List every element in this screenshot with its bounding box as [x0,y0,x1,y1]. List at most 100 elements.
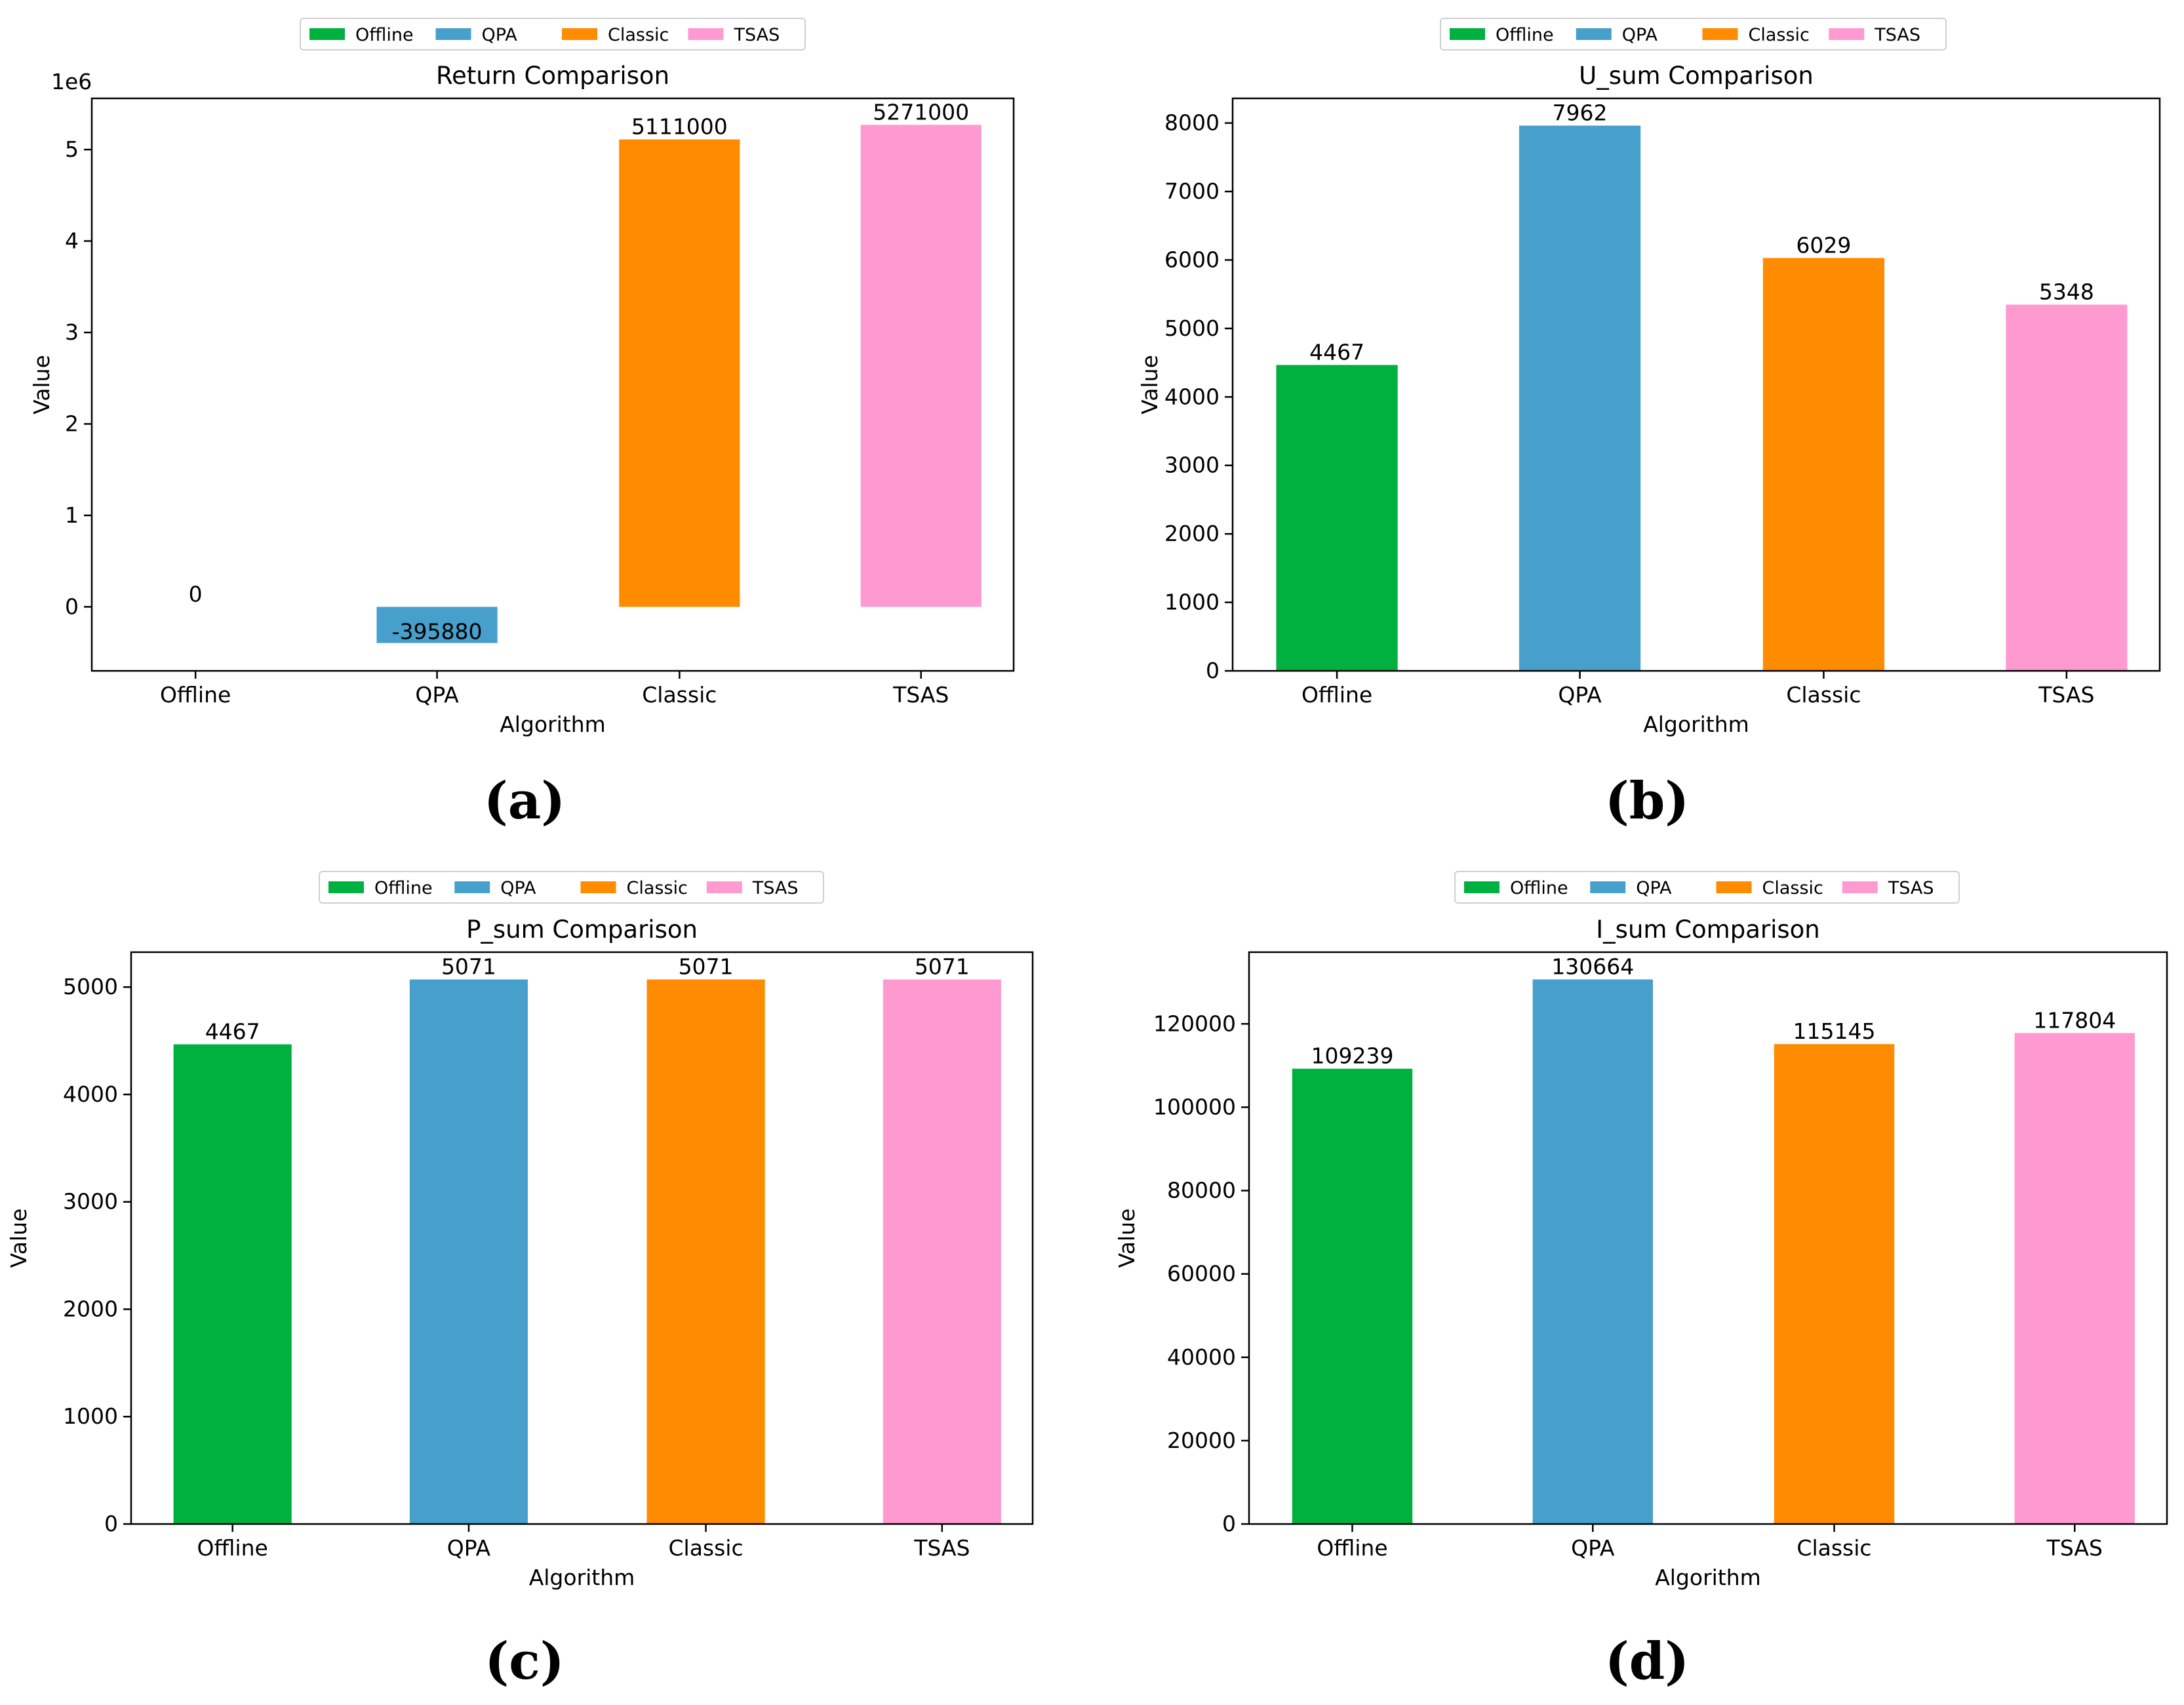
axes-frame [1231,97,2161,672]
x-tick-label-offline: Offline [1317,1535,1387,1561]
legend-label-tsas: TSAS [1874,25,1920,45]
y-tick-label: 100000 [1153,1094,1236,1119]
legend-swatch-offline [309,28,345,40]
bar-qpa [409,979,528,1524]
x-tick-label-qpa: QPA [1571,1535,1615,1561]
legend-label-tsas: TSAS [752,878,799,898]
bar-offline [173,1044,292,1524]
x-tick-label-tsas: TSAS [913,1535,970,1561]
chart-title: I_sum Comparison [1596,915,1819,944]
legend-swatch-qpa [435,28,471,40]
bar-value-label-qpa: 7962 [1553,100,1608,126]
legend-swatch-classic [562,28,597,40]
x-tick-label-tsas: TSAS [892,682,949,708]
bar-tsas [2006,304,2128,671]
y-tick-label: 4000 [1164,384,1220,409]
chart-title: P_sum Comparison [466,915,698,944]
bar-value-label-offline: 0 [189,581,203,607]
y-tick-label: 3000 [63,1189,118,1214]
x-tick-label-tsas: TSAS [2038,682,2094,708]
y-tick-label: 5000 [1164,315,1220,341]
bar-value-label-tsas: 5271000 [873,99,969,125]
chart-panel-3: Offline QPA Classic TSAS P_sum Comparison 446… [6,871,1034,1691]
bar-classic [1774,1044,1895,1524]
panel-caption: (c) [485,1632,564,1691]
legend-label-qpa: QPA [482,25,518,45]
y-tick-label: 6000 [1164,247,1220,272]
x-tick-label-classic: Classic [1786,682,1861,708]
bar-value-label-offline: 4467 [1309,340,1364,365]
bar-qpa [1519,125,1641,672]
x-tick-label-classic: Classic [668,1535,743,1561]
bar-value-label-tsas: 5071 [915,954,970,980]
x-tick-label-classic: Classic [642,682,717,708]
axes-frame [130,951,1034,1525]
legend: Offline QPA Classic TSAS [319,871,824,904]
bar-qpa [1532,979,1653,1524]
legend-label-classic: Classic [608,25,669,45]
bar-tsas [883,979,1001,1524]
bar-value-label-qpa: 130664 [1551,954,1634,980]
y-tick-label: 3 [65,319,79,345]
panel-caption: (b) [1605,771,1689,831]
y-tick-label: 5 [65,136,79,162]
legend-label-qpa: QPA [500,878,536,898]
bar-value-label-classic: 5111000 [631,114,728,140]
legend-label-offline: Offline [374,878,433,898]
y-tick-label: 80000 [1167,1178,1236,1203]
y-tick-label: 2000 [63,1296,118,1321]
legend-label-qpa: QPA [1622,25,1658,45]
y-tick-label: 1000 [1164,590,1220,615]
bar-qpa [376,607,498,643]
y-tick-label: 40000 [1167,1344,1236,1370]
bar-value-label-qpa: -395880 [392,619,483,645]
bar-value-label-classic: 5071 [679,954,734,980]
x-tick-label-qpa: QPA [447,1535,491,1561]
y-tick-label: 0 [65,593,79,619]
legend-frame [300,18,806,50]
bar-tsas [860,125,982,607]
legend-label-qpa: QPA [1636,878,1672,898]
chart-panel-1: Offline QPA Classic TSAS Return Comparison 0 -… [29,18,1015,831]
legend-label-tsas: TSAS [1888,878,1934,898]
legend-swatch-qpa [1590,881,1626,893]
legend-frame [1440,18,1947,50]
bar-value-label-tsas: 5348 [2039,279,2094,305]
bar-classic [619,139,740,607]
y-tick-label: 20000 [1167,1428,1236,1453]
chart-title: U_sum Comparison [1579,62,1814,90]
legend-frame [1454,871,1960,904]
y-tick-label: 8000 [1164,110,1220,136]
bar-tsas [2014,1033,2135,1524]
legend-swatch-tsas [688,28,724,40]
y-tick-label: 0 [1222,1511,1236,1536]
bar-offline [1276,365,1398,671]
y-axis-label: Value [1114,1209,1140,1268]
x-tick-label-qpa: QPA [415,682,459,708]
x-tick-label-offline: Offline [1301,682,1372,708]
x-axis-label: Algorithm [529,1565,635,1590]
y-tick-label: 60000 [1167,1261,1236,1287]
y-tick-label: 0 [104,1511,118,1536]
y-tick-label: 1 [65,502,79,528]
y-axis-label: Value [1137,355,1162,414]
x-tick-label-tsas: TSAS [2046,1535,2103,1561]
legend-swatch-qpa [454,881,490,893]
legend-label-offline: Offline [1496,25,1554,45]
legend-swatch-tsas [1829,28,1865,40]
y-tick-label: 2000 [1164,521,1220,546]
legend-label-tsas: TSAS [734,25,780,45]
legend-swatch-tsas [706,881,742,893]
bar-value-label-classic: 6029 [1796,232,1851,258]
x-axis-label: Algorithm [1655,1565,1761,1590]
x-tick-label-offline: Offline [197,1535,268,1561]
x-axis-label: Algorithm [500,712,606,737]
axes-frame [90,97,1015,672]
legend-label-offline: Offline [1510,878,1568,898]
legend: Offline QPA Classic TSAS [300,18,806,50]
y-tick-label: 4000 [63,1081,118,1107]
bar-value-label-offline: 109239 [1311,1043,1394,1069]
chart-title: Return Comparison [436,62,669,90]
bar-value-label-qpa: 5071 [441,954,496,980]
